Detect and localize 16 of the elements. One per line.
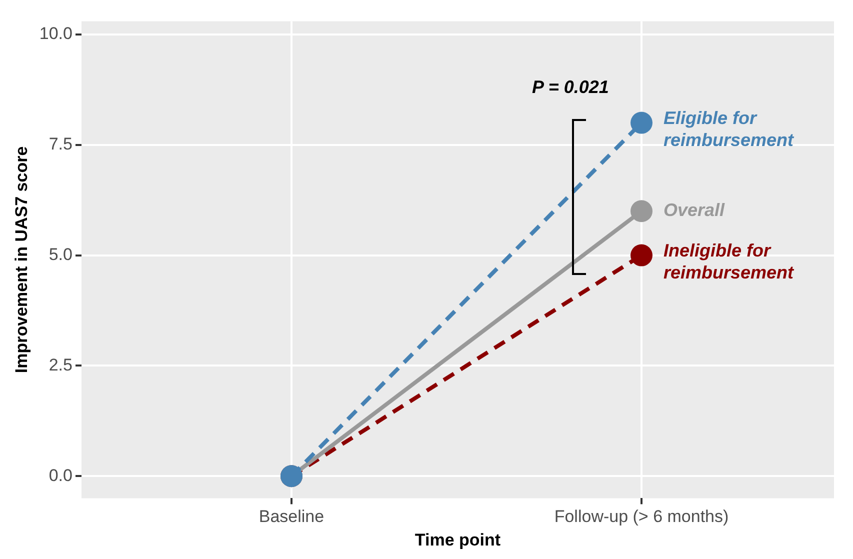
series-label: Ineligible for reimbursement <box>663 240 795 282</box>
x-axis-title: Time point <box>414 530 501 550</box>
y-tick-label: 10.0 <box>39 24 72 44</box>
series-label: Overall <box>663 200 726 220</box>
series-label: Eligible for reimbursement <box>663 108 795 150</box>
point <box>630 200 652 222</box>
annotation: P = 0.021 <box>532 76 609 97</box>
y-tick-label: 0.0 <box>48 466 72 485</box>
y-tick-label: 2.5 <box>48 355 72 374</box>
x-tick-label: Follow-up (> 6 months) <box>554 507 729 526</box>
point <box>630 244 652 266</box>
x-tick-label: Baseline <box>258 507 324 526</box>
y-tick-label: 5.0 <box>48 244 72 264</box>
point <box>630 112 652 134</box>
y-tick-label: 7.5 <box>48 134 72 154</box>
y-axis-title: Improvement in UAS7 score <box>12 146 31 374</box>
